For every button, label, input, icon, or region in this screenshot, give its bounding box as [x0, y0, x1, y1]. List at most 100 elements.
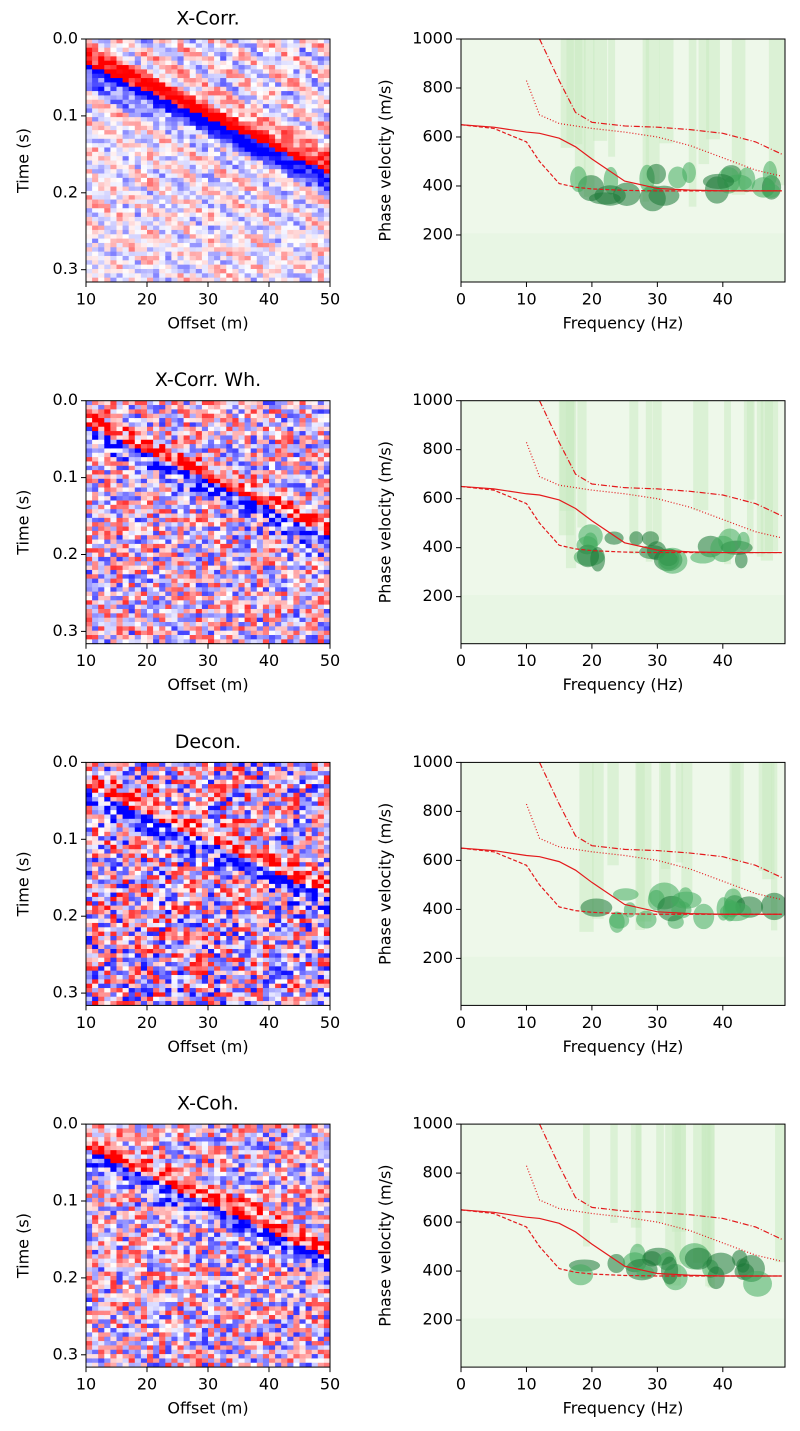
texture [134, 478, 142, 484]
texture [183, 439, 191, 445]
texture [110, 552, 117, 558]
texture [122, 156, 130, 161]
texture [275, 418, 282, 423]
texture [122, 143, 130, 148]
texture [269, 613, 276, 619]
texture [183, 203, 191, 209]
texture [183, 491, 191, 497]
texture [183, 587, 191, 593]
texture [183, 552, 191, 558]
texture [250, 543, 258, 549]
texture [189, 400, 197, 406]
texture [269, 622, 276, 627]
texture [244, 173, 252, 179]
texture [317, 156, 325, 161]
texture [275, 112, 282, 118]
texture [153, 95, 160, 101]
texture [305, 552, 313, 558]
texture [177, 548, 185, 554]
texture [250, 277, 258, 282]
texture [92, 409, 99, 415]
texture [281, 247, 288, 253]
texture [177, 112, 185, 118]
texture [116, 405, 124, 410]
texture [214, 52, 221, 57]
texture [201, 182, 209, 188]
texture [171, 260, 178, 266]
texture [153, 251, 160, 257]
texture [165, 474, 172, 480]
texture [269, 617, 276, 623]
texture [287, 125, 294, 131]
texture [171, 164, 178, 170]
texture [134, 251, 142, 257]
texture [323, 639, 330, 644]
texture [244, 225, 252, 231]
texture [86, 186, 93, 192]
texture [269, 509, 276, 515]
texture [293, 635, 300, 640]
texture [98, 635, 105, 640]
texture [177, 212, 185, 218]
texture [238, 582, 246, 588]
texture [305, 556, 313, 562]
texture [92, 966, 99, 972]
texture [171, 569, 178, 575]
texture [189, 452, 197, 458]
texture [238, 400, 246, 406]
texture [86, 439, 93, 445]
texture [195, 461, 203, 467]
texture [226, 56, 233, 62]
texture [195, 574, 203, 580]
texture [128, 465, 136, 471]
texture [104, 500, 111, 506]
texture [281, 591, 288, 597]
texture [189, 242, 197, 248]
texture [299, 461, 307, 467]
texture [232, 52, 239, 57]
texture [208, 47, 215, 53]
texture [250, 177, 258, 183]
texture [299, 56, 307, 62]
texture [177, 273, 185, 279]
texture [171, 600, 178, 606]
texture [177, 413, 185, 419]
texture [110, 613, 117, 619]
texture [323, 134, 330, 140]
texture [238, 565, 246, 571]
texture [214, 444, 221, 449]
texture [134, 238, 142, 244]
texture [238, 247, 246, 253]
texture [110, 69, 117, 75]
texture [122, 418, 130, 423]
texture [134, 130, 142, 135]
texture [147, 273, 154, 279]
texture [92, 212, 99, 218]
texture [226, 500, 233, 506]
texture [116, 857, 124, 863]
texture [183, 186, 191, 192]
texture [98, 208, 105, 214]
texture [177, 422, 185, 428]
texture [287, 461, 294, 467]
texture [147, 630, 154, 636]
texture [104, 953, 111, 959]
texture [299, 151, 307, 157]
texture [317, 617, 325, 623]
texture [244, 635, 252, 640]
texture [153, 39, 160, 44]
texture [189, 426, 197, 432]
texture [86, 836, 93, 842]
texture [305, 182, 313, 188]
texture [110, 138, 117, 144]
texture [208, 552, 215, 558]
texture [262, 143, 270, 148]
texture [299, 556, 307, 562]
texture [195, 216, 203, 222]
texture [244, 47, 252, 53]
texture [214, 56, 221, 62]
texture [116, 608, 124, 614]
texture [311, 91, 319, 96]
texture [208, 255, 215, 261]
